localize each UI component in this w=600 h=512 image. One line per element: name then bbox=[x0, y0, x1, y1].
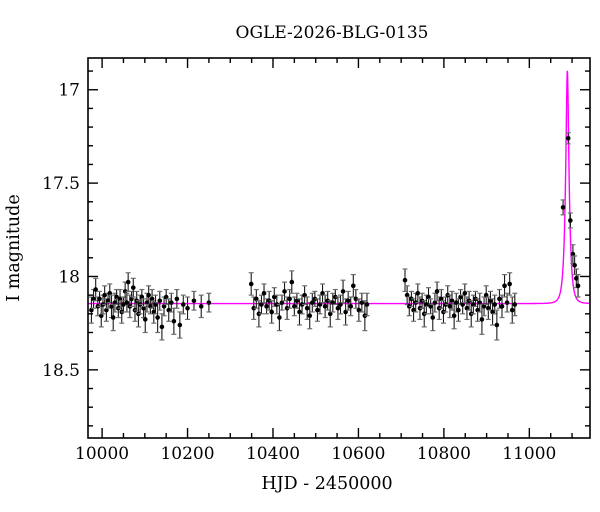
x-tick-labels: 10000 10200 10400 10600 10800 11000 bbox=[75, 444, 556, 464]
data-points bbox=[88, 132, 581, 341]
svg-text:18.5: 18.5 bbox=[42, 361, 80, 381]
model-curve bbox=[88, 70, 591, 305]
svg-text:11000: 11000 bbox=[502, 444, 556, 464]
svg-text:10200: 10200 bbox=[160, 444, 214, 464]
svg-text:10600: 10600 bbox=[331, 444, 385, 464]
y-axis-label: I magnitude bbox=[4, 194, 24, 301]
svg-text:10400: 10400 bbox=[246, 444, 300, 464]
svg-text:17.5: 17.5 bbox=[42, 174, 80, 194]
x-axis-label: HJD - 2450000 bbox=[261, 474, 392, 494]
svg-text:10800: 10800 bbox=[417, 444, 471, 464]
axis-ticks bbox=[88, 58, 590, 438]
svg-text:17: 17 bbox=[58, 81, 80, 101]
chart-title: OGLE-2026-BLG-0135 bbox=[236, 23, 429, 43]
y-tick-labels: 17 17.5 18 18.5 bbox=[42, 81, 80, 381]
svg-text:10000: 10000 bbox=[75, 444, 129, 464]
plot-frame bbox=[87, 57, 591, 439]
svg-text:18: 18 bbox=[58, 267, 80, 287]
